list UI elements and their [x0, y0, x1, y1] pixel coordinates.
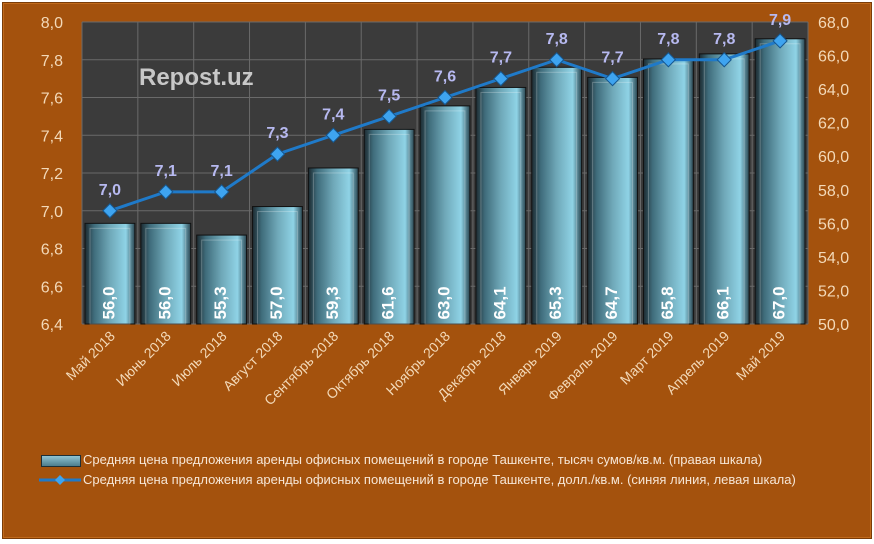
x-tick-label: Май 2018: [63, 328, 119, 384]
bar-bevel: [424, 110, 466, 325]
bar: [140, 222, 192, 325]
line-marker: [437, 89, 453, 106]
bar-bevel: [368, 133, 410, 325]
left-tick-label: 6,4: [41, 317, 63, 334]
bar-data-label: 67,0: [770, 286, 789, 319]
line-data-label: 7,7: [490, 50, 512, 67]
right-tick-label: 52,0: [818, 283, 849, 300]
line-data-label: 7,8: [546, 31, 568, 48]
legend-label-bars: Средняя цена предложения аренды офисных …: [83, 452, 763, 467]
bar-bevel: [257, 211, 298, 325]
line-data-label: 7,6: [434, 69, 456, 86]
bar-data-label: 65,3: [546, 286, 565, 319]
bar-data-label: 65,8: [658, 286, 677, 319]
bar-data-label: 57,0: [267, 286, 286, 319]
x-tick-label: Июль 2018: [168, 328, 229, 389]
left-tick-label: 7,6: [41, 91, 63, 108]
right-tick-label: 62,0: [818, 116, 849, 133]
bar-data-label: 56,0: [99, 286, 118, 319]
line-data-label: 7,0: [99, 182, 121, 199]
line-data-label: 7,7: [601, 50, 623, 67]
line-marker: [213, 184, 230, 200]
line-data-label: 7,8: [713, 31, 735, 48]
right-tick-label: 54,0: [818, 250, 849, 267]
bar: [531, 66, 583, 325]
line-data-label: 7,5: [378, 87, 400, 104]
legend-item-bars: Средняя цена предложения аренды офисных …: [23, 451, 843, 469]
right-tick-label: 50,0: [818, 317, 849, 334]
bar: [252, 206, 303, 325]
left-tick-label: 6,6: [41, 279, 63, 296]
right-tick-label: 58,0: [818, 183, 849, 200]
line-marker: [772, 33, 788, 49]
bar: [363, 128, 415, 325]
right-tick-label: 60,0: [818, 149, 849, 166]
bar-data-label: 59,3: [323, 286, 342, 319]
x-tick-label: Май 2019: [733, 328, 789, 384]
line-marker: [269, 146, 286, 162]
bar-data-label: 63,0: [434, 286, 453, 319]
left-tick-label: 8,0: [41, 15, 63, 32]
bar-bevel: [312, 172, 354, 325]
line-data-label: 7,4: [322, 106, 344, 123]
line-data-label: 7,9: [769, 12, 791, 29]
line-marker: [660, 52, 677, 68]
legend-item-line: Средняя цена предложения аренды офисных …: [23, 471, 843, 489]
watermark: Repost.uz: [139, 64, 254, 91]
left-tick-label: 6,8: [41, 242, 63, 259]
line-marker: [381, 108, 397, 125]
x-tick-label: Июнь 2018: [113, 328, 174, 389]
bar: [419, 105, 471, 325]
bar: [475, 86, 527, 325]
bar-data-label: 66,1: [714, 286, 733, 319]
right-tick-label: 64,0: [818, 82, 849, 99]
line-data-label: 7,8: [657, 31, 679, 48]
bar: [84, 222, 136, 325]
legend-line-swatch: [39, 475, 81, 485]
left-tick-label: 7,0: [41, 204, 63, 221]
line-data-label: 7,1: [155, 163, 177, 180]
bar: [642, 58, 694, 325]
line-marker: [548, 52, 565, 68]
right-tick-label: 56,0: [818, 216, 849, 233]
bar: [587, 76, 638, 325]
legend-bar-swatch: [41, 455, 81, 467]
left-tick-label: 7,2: [41, 166, 63, 183]
line-marker: [493, 70, 509, 87]
line-marker: [716, 52, 732, 68]
bar-bevel: [536, 71, 578, 325]
bar: [307, 167, 359, 325]
line-marker: [325, 127, 342, 143]
line-marker: [158, 184, 174, 200]
bar-bevel: [201, 239, 243, 325]
right-tick-label: 66,0: [818, 49, 849, 66]
bar-data-label: 64,1: [490, 286, 509, 319]
bar-bevel: [145, 227, 187, 325]
x-tick-label: Март 2019: [617, 328, 677, 388]
line-data-label: 7,3: [266, 125, 288, 142]
line-marker: [604, 70, 621, 87]
bar: [754, 38, 806, 325]
line-data-label: 7,1: [210, 163, 232, 180]
line-marker: [102, 203, 118, 219]
left-tick-label: 7,8: [41, 53, 63, 70]
right-tick-label: 68,0: [818, 15, 849, 32]
bar: [196, 234, 248, 325]
left-tick-label: 7,4: [41, 128, 63, 145]
bar-bevel: [89, 227, 131, 325]
bar-bevel: [480, 91, 522, 325]
legend-label-line: Средняя цена предложения аренды офисных …: [83, 472, 796, 487]
bar: [698, 53, 750, 325]
bar-data-label: 61,6: [379, 286, 398, 319]
bar-data-label: 55,3: [211, 286, 230, 319]
combo-chart: 6,4 6,6 6,8 7,0 7,2 7,4 7,6 7,8 8,0 50,0 52,0 54,0 5…: [41, 12, 849, 408]
bar-data-label: 64,7: [602, 286, 621, 319]
bar-data-label: 56,0: [155, 286, 174, 319]
legend: Средняя цена предложения аренды офисных …: [23, 451, 843, 491]
